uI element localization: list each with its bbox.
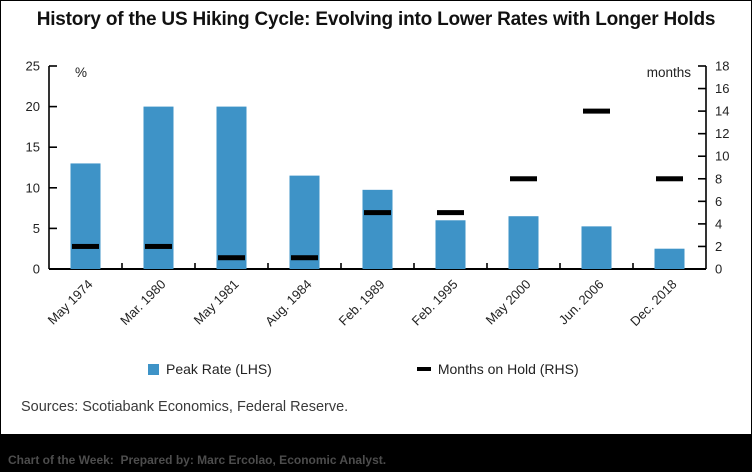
peak-rate-bar xyxy=(654,248,685,269)
right-axis-tick-label: 4 xyxy=(715,216,722,231)
legend-item-months-hold: Months on Hold (RHS) xyxy=(416,361,579,377)
right-axis-tick-label: 18 xyxy=(715,59,729,74)
left-axis-tick-label: 20 xyxy=(26,99,40,114)
hiking-cycle-chart: 0 5 10 15 20 25 0 2 4 6 8 10 12 14 16 18% months May 1974… xyxy=(26,59,730,330)
left-axis-tick-label: 15 xyxy=(26,140,40,155)
peak-rate-bar xyxy=(435,220,466,269)
peak-rate-legend-label: Peak Rate (LHS) xyxy=(166,361,272,377)
left-axis-tick-label: 10 xyxy=(26,180,40,195)
months-hold-marker xyxy=(583,108,610,114)
x-axis-category-label: Mar. 1980 xyxy=(117,277,168,328)
peak-rate-swatch-icon xyxy=(148,363,159,375)
sources-note: Sources: Scotiabank Economics, Federal R… xyxy=(21,399,349,415)
months-hold-marker xyxy=(72,243,99,249)
peak-rate-bar xyxy=(143,106,174,269)
x-axis-category-label: May 2000 xyxy=(483,277,534,328)
x-axis-category-label: Jun. 2006 xyxy=(556,277,607,328)
left-axis-tick-label: 5 xyxy=(33,221,40,236)
months-hold-marker xyxy=(510,176,537,182)
peak-rate-bar xyxy=(70,163,101,269)
chart-title: History of the US Hiking Cycle: Evolving… xyxy=(36,9,716,30)
months-hold-legend-label: Months on Hold (RHS) xyxy=(437,361,579,377)
left-axis-tick-label: 0 xyxy=(33,262,40,277)
peak-rate-bar xyxy=(581,226,612,269)
x-axis-category-label: Feb. 1995 xyxy=(409,277,461,329)
peak-rate-bar xyxy=(362,189,393,269)
months-hold-marker xyxy=(291,255,318,261)
right-axis-tick-label: 0 xyxy=(715,262,722,277)
months-hold-swatch-icon xyxy=(416,367,431,371)
right-axis-tick-label: 10 xyxy=(715,149,729,164)
months-hold-marker xyxy=(656,176,683,182)
peak-rate-bar xyxy=(289,175,320,269)
peak-rate-bar xyxy=(508,216,539,269)
right-axis-tick-label: 14 xyxy=(715,104,729,119)
left-axis-tick-label: 25 xyxy=(26,59,40,74)
x-axis-category-label: Aug. 1984 xyxy=(262,277,315,330)
x-axis-category-label: May 1981 xyxy=(191,277,242,328)
x-axis-category-label: May 1974 xyxy=(45,277,96,328)
right-axis-tick-label: 6 xyxy=(715,194,722,209)
right-axis-unit-label: months xyxy=(647,65,692,80)
right-axis-tick-label: 16 xyxy=(715,81,729,96)
legend-item-peak-rate: Peak Rate (LHS) xyxy=(148,361,272,377)
months-hold-marker xyxy=(145,243,172,249)
footer-band: Chart of the Week: Prepared by: Marc Erc… xyxy=(1,434,751,471)
x-axis-category-label: Feb. 1989 xyxy=(336,277,388,329)
months-hold-marker xyxy=(364,210,391,216)
right-axis-tick-label: 2 xyxy=(715,239,722,254)
months-hold-marker xyxy=(437,210,464,216)
months-hold-marker xyxy=(218,255,245,261)
right-axis-tick-label: 8 xyxy=(715,171,722,186)
legend: Peak Rate (LHS) Months on Hold (RHS) xyxy=(1,361,751,377)
peak-rate-bar xyxy=(216,106,247,269)
left-axis-unit-label: % xyxy=(75,65,87,80)
footer-credit: Chart of the Week: Prepared by: Marc Erc… xyxy=(8,453,387,467)
right-axis-tick-label: 12 xyxy=(715,126,729,141)
x-axis-category-label: Dec. 2018 xyxy=(627,277,680,330)
